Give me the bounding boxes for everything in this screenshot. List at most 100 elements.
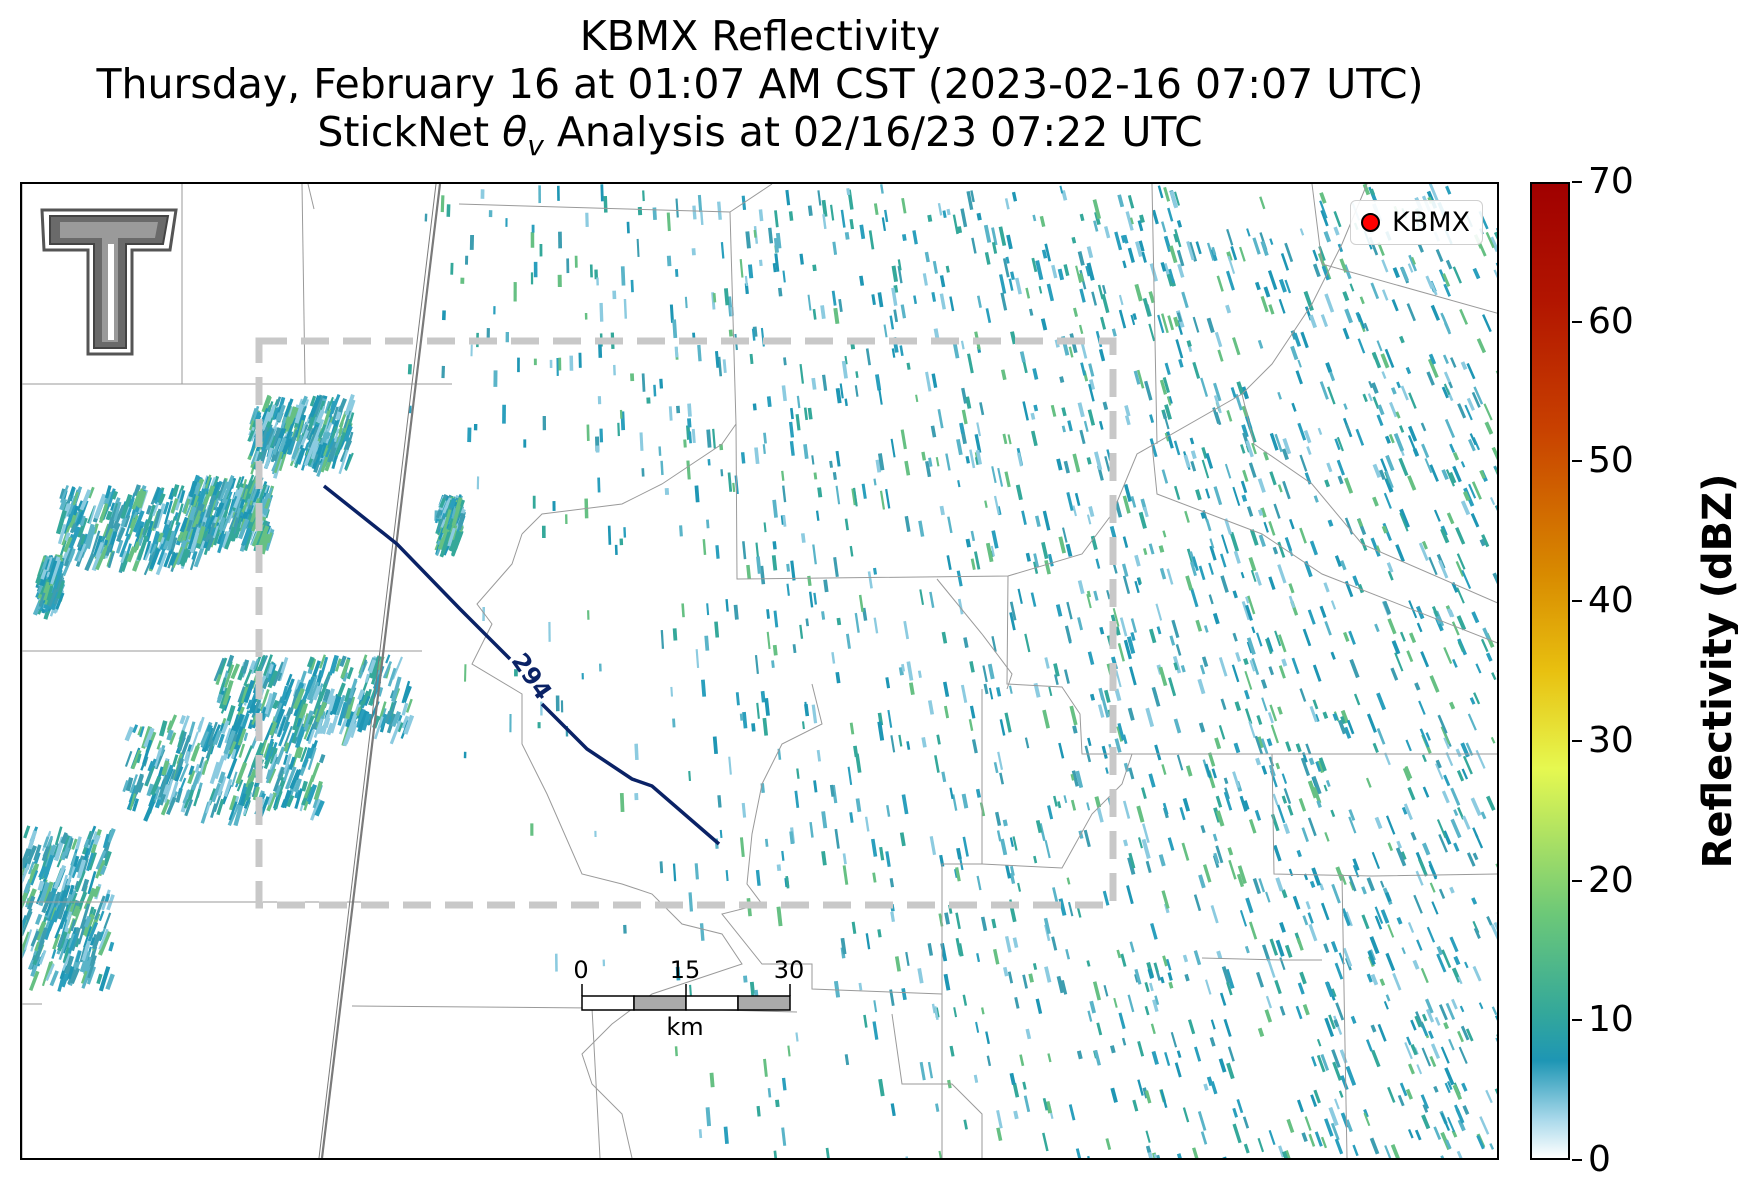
echo-gate: [1495, 862, 1497, 873]
reflectivity-echoes: [22, 184, 1497, 1158]
echo-gate: [1381, 259, 1389, 273]
echo-gate: [1491, 446, 1497, 466]
echo-gate: [83, 847, 90, 861]
echo-gate: [1449, 886, 1455, 894]
echo-gate: [584, 312, 588, 320]
echo-gate: [1008, 685, 1013, 694]
echo-gate: [982, 665, 988, 683]
echo-gate: [1316, 760, 1325, 774]
echo-gate: [1494, 1015, 1497, 1028]
echo-gate: [1387, 618, 1397, 635]
echo-gate: [1051, 936, 1058, 951]
echo-gate: [796, 395, 801, 409]
echo-gate: [1440, 312, 1450, 330]
echo-gate: [540, 701, 543, 716]
echo-gate: [1391, 299, 1399, 312]
kbmx-radar-marker-icon: [1360, 213, 1380, 232]
echo-gate: [996, 830, 1002, 842]
echo-gate: [968, 719, 974, 731]
echo-gate: [171, 484, 180, 498]
echo-gate: [69, 511, 78, 529]
echo-gate: [1494, 1088, 1497, 1102]
echo-gate: [1157, 314, 1165, 334]
echo-gate: [938, 1150, 943, 1158]
echo-gate: [788, 421, 795, 438]
echo-gate: [358, 654, 368, 675]
colorbar-tick-label: 20: [1588, 859, 1634, 901]
echo-gate: [1232, 1123, 1242, 1144]
echo-gate: [1104, 456, 1111, 472]
echo-gate: [107, 552, 115, 569]
echo-gate: [1374, 623, 1380, 633]
echo-gate: [122, 779, 129, 793]
echo-gate: [1123, 483, 1132, 502]
echo-gate: [970, 558, 976, 570]
echo-gate: [1455, 748, 1462, 758]
radar-map[interactable]: 294 KBMX: [20, 182, 1499, 1160]
echo-gate: [974, 456, 979, 466]
echo-gate: [1476, 338, 1487, 354]
echo-gate: [53, 901, 64, 923]
echo-gate: [1304, 472, 1312, 485]
echo-gate: [439, 497, 446, 509]
echo-gate: [1240, 480, 1248, 494]
echo-gate: [1213, 382, 1222, 402]
echo-gate: [1312, 775, 1322, 795]
echo-gate: [1222, 1156, 1232, 1158]
echo-gate: [221, 530, 230, 549]
echo-gate: [1169, 245, 1178, 264]
echo-gate: [132, 541, 140, 553]
echo-gate: [98, 931, 104, 942]
echo-gate: [321, 714, 331, 735]
echo-gate: [38, 865, 47, 879]
echo-gate: [1363, 1112, 1371, 1127]
echo-gate: [1087, 1010, 1093, 1022]
echo-gate: [1421, 540, 1428, 550]
echo-gate: [1009, 865, 1015, 877]
echo-gate: [873, 617, 879, 634]
echo-gate: [1176, 754, 1184, 771]
echo-gate: [283, 688, 292, 707]
echo-gate: [1220, 575, 1229, 593]
echo-gate: [1405, 1088, 1413, 1100]
echo-gate: [1034, 515, 1041, 528]
echo-gate: [192, 510, 202, 528]
echo-gate: [873, 203, 879, 216]
echo-gate: [871, 294, 876, 306]
echo-gate: [1004, 471, 1011, 488]
echo-gate: [1086, 262, 1095, 281]
echo-gate: [1225, 304, 1232, 314]
echo-gate: [104, 893, 111, 903]
echo-gate: [717, 201, 722, 220]
echo-gate: [1091, 291, 1098, 306]
echo-gate: [1291, 402, 1297, 412]
echo-gate: [949, 787, 954, 800]
colorbar-tick-mark: [1572, 1159, 1582, 1161]
echo-gate: [991, 530, 999, 549]
echo-gate: [1260, 507, 1267, 518]
echo-gate: [1374, 915, 1383, 930]
echo-gate: [530, 272, 534, 285]
echo-gate: [1384, 1145, 1392, 1158]
echo-gate: [1430, 304, 1440, 321]
echo-gate: [300, 429, 310, 446]
echo-gate: [1009, 1072, 1016, 1085]
echo-gate: [407, 364, 412, 375]
echo-gate: [241, 659, 250, 674]
echo-gate: [1393, 433, 1405, 452]
echo-gate: [277, 716, 287, 737]
echo-gate: [224, 727, 232, 744]
county-boundaries: [22, 184, 1497, 1158]
echo-gate: [795, 414, 801, 431]
echo-gate: [805, 618, 810, 627]
echo-gate: [1080, 362, 1087, 376]
echo-gate: [943, 705, 950, 719]
echo-gate: [1302, 1004, 1310, 1016]
echo-gate: [799, 364, 805, 384]
echo-gate: [1343, 631, 1350, 642]
echo-gate: [807, 205, 813, 216]
echo-gate: [1489, 1143, 1495, 1150]
echo-gate: [1331, 883, 1341, 904]
echo-gate: [178, 485, 185, 494]
echo-gate: [1319, 192, 1327, 204]
